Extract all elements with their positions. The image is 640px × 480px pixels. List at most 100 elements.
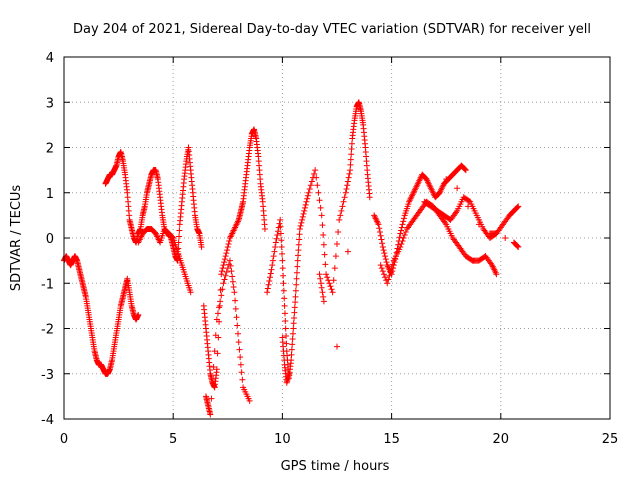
data-point — [221, 259, 228, 266]
data-point — [396, 234, 403, 241]
data-point — [288, 357, 295, 364]
y-tick-label: 2 — [46, 142, 54, 157]
data-point — [289, 330, 296, 337]
data-point — [311, 170, 318, 177]
data-point — [334, 343, 340, 350]
data-point — [320, 293, 327, 300]
y-tick-label: 1 — [46, 187, 54, 202]
data-point — [281, 310, 288, 317]
data-point — [347, 156, 354, 163]
data-point — [466, 198, 473, 205]
data-point — [399, 221, 406, 228]
data-point — [218, 268, 225, 275]
data-point — [397, 230, 404, 237]
x-tick-label: 15 — [383, 432, 400, 447]
data-point — [344, 248, 351, 255]
data-point — [400, 215, 407, 222]
data-point — [239, 376, 246, 383]
data-point — [378, 236, 385, 243]
data-point — [305, 189, 312, 196]
data-point — [515, 244, 522, 251]
data-point — [514, 204, 521, 211]
data-point — [271, 248, 278, 255]
data-point — [135, 311, 142, 318]
data-point — [299, 216, 306, 223]
x-tick-label: 5 — [169, 432, 177, 447]
data-point — [234, 322, 241, 329]
x-tick-label: 0 — [60, 432, 68, 447]
data-point — [303, 198, 310, 205]
y-tick-label: -1 — [41, 277, 54, 292]
data-point — [328, 286, 335, 293]
data-point — [306, 185, 313, 192]
data-point — [295, 241, 302, 248]
data-point — [280, 272, 287, 279]
data-point — [232, 305, 239, 312]
data-point — [502, 235, 509, 241]
data-point — [292, 287, 299, 294]
data-point — [313, 174, 320, 181]
data-point — [264, 285, 271, 292]
data-point — [377, 262, 384, 269]
data-point — [217, 298, 224, 305]
data-point — [288, 346, 295, 353]
data-point — [314, 182, 321, 189]
data-point — [312, 167, 319, 174]
data-point — [294, 257, 301, 264]
data-point — [264, 289, 271, 296]
data-point — [298, 219, 305, 226]
data-point — [382, 253, 389, 260]
data-point — [289, 341, 296, 348]
data-point — [235, 339, 242, 346]
data-point — [380, 247, 387, 254]
data-point — [228, 268, 235, 275]
data-point — [304, 192, 311, 199]
data-point — [222, 272, 229, 279]
data-point — [268, 266, 275, 273]
data-point — [229, 278, 236, 285]
data-point — [295, 247, 302, 254]
data-point — [398, 241, 405, 248]
data-point — [324, 274, 331, 281]
data-point — [219, 265, 226, 272]
data-point — [273, 235, 280, 242]
data-point — [198, 244, 205, 251]
data-point — [187, 289, 194, 296]
data-point — [397, 244, 404, 251]
data-point — [282, 325, 289, 332]
data-point — [227, 262, 234, 269]
data-point — [290, 320, 297, 327]
data-point — [318, 284, 325, 291]
data-point — [276, 220, 283, 227]
data-point — [291, 314, 298, 321]
data-point — [316, 271, 323, 278]
data-point — [236, 346, 243, 353]
axis-ticks: 0 5 10 15 20 25 -4 -3 -2 -1 0 1 2 3 4 — [41, 51, 618, 447]
data-point — [210, 363, 217, 370]
data-point — [379, 268, 386, 275]
data-point — [348, 146, 355, 153]
data-point — [454, 185, 461, 192]
data-point — [296, 231, 303, 238]
data-point — [344, 178, 351, 185]
data-point — [282, 317, 289, 324]
data-point — [216, 304, 223, 311]
data-point — [274, 231, 281, 238]
data-point — [209, 379, 216, 386]
data-point — [321, 251, 328, 258]
data-point — [221, 256, 228, 263]
data-point — [340, 198, 347, 205]
data-point — [293, 281, 300, 288]
data-point — [348, 140, 355, 147]
data-point — [385, 276, 392, 283]
data-point — [317, 280, 324, 287]
data-point — [269, 257, 276, 264]
data-point — [398, 224, 405, 231]
data-point — [218, 271, 225, 278]
data-point — [376, 225, 383, 232]
data-point — [233, 314, 240, 321]
data-point — [320, 231, 327, 238]
data-point — [283, 340, 290, 347]
data-point — [279, 250, 286, 257]
data-point — [322, 261, 329, 268]
